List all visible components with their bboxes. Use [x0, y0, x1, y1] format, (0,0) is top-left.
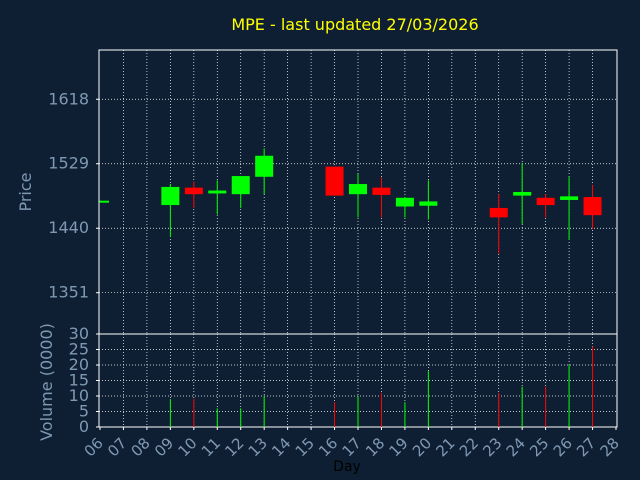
volume-axis-label: Volume (0000)	[37, 323, 56, 441]
x-tick-label: 18	[362, 434, 388, 460]
price-axis-label: Price	[16, 172, 35, 211]
x-tick-label: 13	[245, 434, 271, 460]
candle-body	[208, 190, 227, 194]
candle-body	[560, 196, 579, 200]
x-tick-label: 11	[198, 434, 224, 460]
volume-tick-label: 20	[69, 355, 89, 374]
volume-bars	[169, 346, 594, 427]
volume-tick-label: 15	[69, 371, 89, 390]
volume-tick-label: 0	[79, 417, 89, 436]
volume-tick-label: 10	[69, 386, 89, 405]
candle-body	[419, 201, 438, 206]
x-tick-label: 26	[550, 434, 576, 460]
candle-body	[395, 197, 414, 207]
candle-body	[349, 184, 367, 195]
volume-tick-label: 25	[69, 340, 89, 359]
candle-body	[583, 197, 602, 216]
candle-body	[184, 187, 203, 195]
volume-tick-label: 30	[69, 324, 89, 343]
candle-body	[536, 197, 555, 206]
x-tick-label: 09	[151, 434, 177, 460]
x-axis-label: Day	[333, 459, 361, 475]
price-tick-label: 1440	[48, 218, 89, 237]
candle-body	[513, 192, 532, 196]
candle-body	[100, 200, 109, 203]
price-candles	[99, 148, 602, 254]
x-tick-label: 17	[339, 434, 365, 460]
x-tick-label: 24	[503, 434, 529, 460]
candle-body	[489, 207, 508, 218]
x-tick-label: 28	[597, 434, 623, 460]
x-tick-label: 07	[104, 434, 130, 460]
x-tick-label: 20	[409, 434, 435, 460]
x-axis-ticks: 0607080910111213141516171819202122232425…	[81, 427, 623, 460]
candle-body	[161, 186, 180, 206]
candle-body	[372, 187, 391, 195]
price-y-ticks: 1351 1440 1529 1618	[48, 89, 99, 302]
x-tick-label: 23	[479, 434, 505, 460]
x-tick-label: 22	[456, 434, 482, 460]
x-tick-label: 27	[573, 434, 599, 460]
candle-body	[325, 166, 344, 196]
x-tick-label: 15	[292, 434, 318, 460]
price-tick-label: 1529	[48, 154, 89, 173]
candle-body	[255, 155, 274, 177]
price-tick-label: 1618	[48, 89, 89, 108]
x-tick-label: 06	[81, 434, 107, 460]
x-tick-label: 12	[221, 434, 247, 460]
x-tick-label: 25	[526, 434, 552, 460]
x-tick-label: 21	[432, 434, 458, 460]
x-tick-label: 14	[268, 434, 294, 460]
x-tick-label: 16	[315, 434, 341, 460]
x-tick-label: 10	[174, 434, 200, 460]
x-tick-label: 19	[386, 434, 412, 460]
x-tick-label: 08	[128, 434, 154, 460]
volume-tick-label: 5	[79, 402, 89, 421]
candle-body	[231, 176, 250, 195]
price-tick-label: 1351	[48, 283, 89, 302]
chart-title: MPE - last updated 27/03/2026	[231, 15, 478, 34]
